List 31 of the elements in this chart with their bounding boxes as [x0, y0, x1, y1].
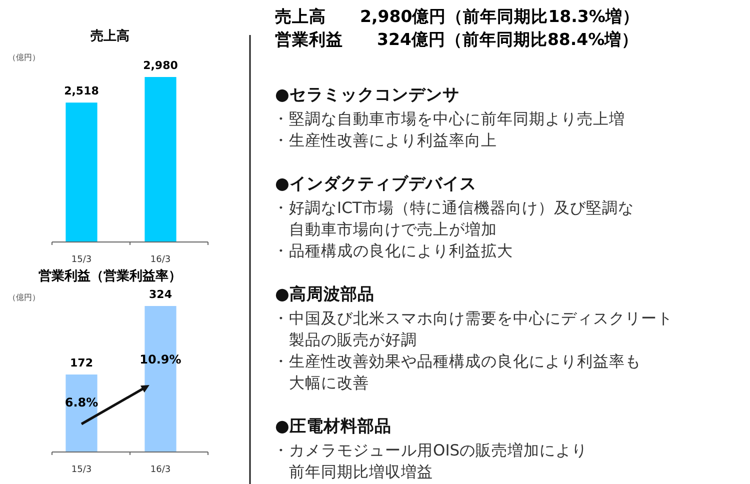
- chart-title: 営業利益（営業利益率）: [38, 268, 182, 284]
- text: 自動車市場向けで売上が増加: [273, 220, 497, 238]
- text: ・カメラモジュール用OISの販売増加により: [273, 442, 588, 460]
- x-tick-label: 15/3: [71, 255, 92, 265]
- text: 営業利益 324億円（前年同期比88.4%増）: [275, 29, 639, 49]
- text: ●セラミックコンデンサ: [275, 85, 460, 104]
- annotation: 10.9%: [140, 352, 182, 366]
- text: 大幅に改善: [273, 374, 369, 392]
- x-tick-label: 16/3: [150, 255, 171, 265]
- chart-title: 売上高: [90, 28, 130, 44]
- x-tick-label: 16/3: [150, 465, 171, 475]
- text: ・生産性改善により利益率向上: [273, 132, 497, 150]
- text: ・好調なICT市場（特に通信機器向け）及び堅調な: [273, 199, 634, 217]
- text: 製品の販売が好調: [273, 331, 417, 349]
- text: 前年同期比増収増益: [273, 463, 433, 481]
- text: ・生産性改善効果や品種構成の良化により利益率も: [273, 352, 641, 370]
- data-label: 2,518: [64, 84, 99, 98]
- text: ●高周波部品: [275, 284, 374, 304]
- data-label: 2,980: [143, 59, 178, 72]
- text: 売上高 2,980億円（前年同期比18.3%増）: [275, 6, 640, 26]
- text: ●圧電材料部品: [275, 416, 392, 436]
- text: ●インダクティブデバイス: [275, 174, 476, 193]
- annotation: 6.8%: [64, 395, 98, 410]
- text: ・品種構成の良化により利益拡大: [273, 242, 513, 260]
- data-label: 172: [70, 356, 93, 370]
- y-axis-title: （億円）: [8, 293, 40, 302]
- x-tick-label: 15/3: [71, 465, 92, 475]
- y-axis-title: （億円）: [8, 53, 40, 62]
- text: ・堅調な自動車市場を中心に前年同期より売上増: [273, 110, 625, 128]
- data-label: 324: [149, 288, 172, 301]
- text: ・中国及び北米スマホ向け需要を中心にディスクリート: [273, 310, 673, 328]
